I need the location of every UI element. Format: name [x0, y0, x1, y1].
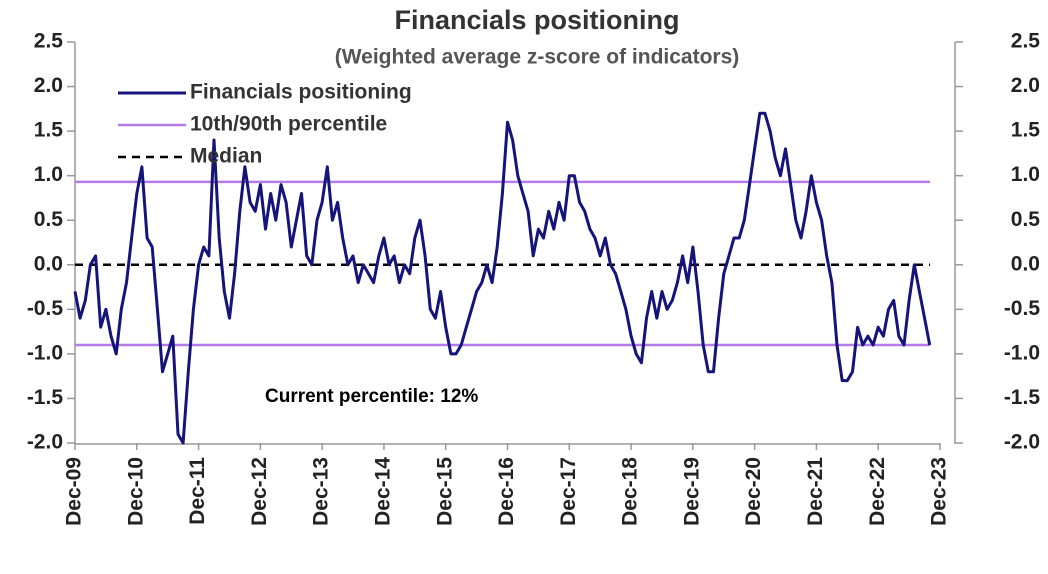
x-tick-label: Dec-19 — [680, 457, 703, 526]
x-tick-label: Dec-10 — [124, 457, 147, 526]
y-tick-label: -2.0 — [27, 431, 63, 454]
x-tick-label: Dec-22 — [866, 457, 889, 526]
chart-subtitle: (Weighted average z-score of indicators) — [335, 46, 740, 69]
x-tick-label: Dec-16 — [495, 457, 518, 526]
x-tick-label: Dec-18 — [619, 457, 642, 526]
legend-label: 10th/90th percentile — [190, 113, 387, 136]
series-line — [73, 111, 932, 445]
x-tick-label: Dec-21 — [804, 457, 827, 526]
legend-label: Median — [190, 145, 262, 168]
y-tick-label: 0.5 — [34, 208, 64, 231]
y-tick-label: 2.0 — [34, 74, 63, 97]
y-tick-label: -1.0 — [27, 341, 63, 364]
x-tick-label: Dec-13 — [310, 457, 333, 526]
y2-tick-label: 2.5 — [1011, 30, 1041, 53]
y2-tick-label: 1.5 — [1011, 119, 1041, 142]
y2-tick-label: -1.5 — [1004, 386, 1041, 409]
y2-tick-label: 0.0 — [1011, 252, 1040, 275]
x-tick-label: Dec-12 — [248, 457, 271, 526]
x-tick-label: Dec-20 — [742, 457, 765, 526]
y2-tick-label: 2.0 — [1011, 74, 1040, 97]
x-tick-label: Dec-11 — [186, 457, 209, 525]
y2-tick-label: -1.0 — [1004, 341, 1040, 364]
x-tick-label: Dec-15 — [433, 457, 456, 526]
y-tick-label: -1.5 — [27, 386, 64, 409]
y2-tick-label: -2.0 — [1004, 431, 1040, 454]
x-tick-label: Dec-23 — [928, 457, 951, 526]
y-tick-label: 1.0 — [34, 163, 63, 186]
y-tick-label: 2.5 — [34, 30, 64, 53]
y2-tick-label: 1.0 — [1011, 163, 1040, 186]
x-tick-label: Dec-09 — [63, 457, 86, 526]
y2-tick-label: 0.5 — [1011, 208, 1041, 231]
legend-label: Financials positioning — [190, 81, 412, 104]
y2-tick-label: -0.5 — [1004, 297, 1041, 320]
y-tick-label: 0.0 — [34, 252, 63, 275]
x-tick-label: Dec-17 — [557, 457, 580, 526]
chart-title: Financials positioning — [394, 5, 679, 35]
y-tick-label: 1.5 — [34, 119, 64, 142]
y-tick-label: -0.5 — [27, 297, 64, 320]
annotation: Current percentile: 12% — [265, 386, 478, 407]
x-tick-label: Dec-14 — [371, 457, 394, 526]
